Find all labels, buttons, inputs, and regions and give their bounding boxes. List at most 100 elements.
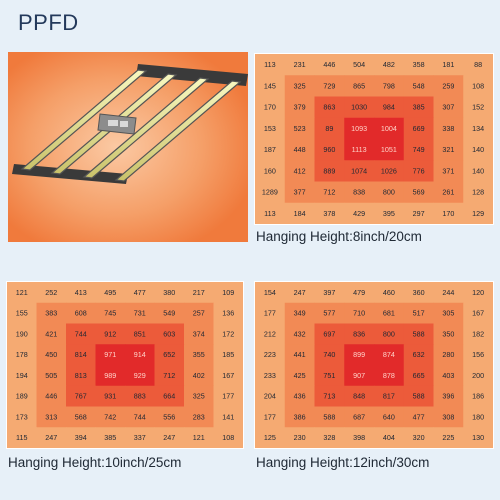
ppfd-value: 889	[323, 166, 335, 175]
ppfd-value: 120	[472, 288, 484, 297]
ppfd-value: 141	[222, 412, 234, 421]
ppfd-cell	[463, 96, 493, 119]
ppfd-cell	[463, 344, 493, 366]
ppfd-cell	[184, 282, 214, 304]
ppfd-value: 1113	[352, 145, 367, 154]
ppfd-value: 549	[163, 309, 175, 318]
ppfd-cell	[463, 75, 493, 97]
ppfd-cell	[344, 406, 375, 428]
ppfd-value: 371	[442, 166, 454, 175]
ppfd-cell	[95, 282, 126, 304]
ppfd-value: 337	[134, 433, 146, 442]
ppfd-cell	[374, 75, 405, 97]
ppfd-value: 181	[442, 60, 454, 69]
ppfd-value: 742	[104, 412, 116, 421]
ppfd-cell	[403, 427, 434, 448]
ppfd-cell	[255, 344, 286, 366]
ppfd-value: 187	[264, 145, 276, 154]
ppfd-value: 385	[413, 103, 425, 112]
ppfd-value: 360	[413, 288, 425, 297]
ppfd-cell	[36, 282, 67, 304]
ppfd-value: 380	[163, 288, 175, 297]
ppfd-cell	[433, 323, 464, 345]
ppfd-cell	[403, 54, 434, 76]
ppfd-value: 477	[134, 288, 146, 297]
ppfd-value: 744	[134, 412, 146, 421]
ppfd-cell	[403, 160, 434, 182]
grid-caption-8inch: Hanging Height:8inch/20cm	[256, 229, 422, 244]
ppfd-value: 556	[163, 412, 175, 421]
ppfd-value: 800	[383, 188, 395, 197]
ppfd-cell	[154, 302, 185, 324]
ppfd-cell	[314, 75, 345, 97]
ppfd-value: 432	[294, 329, 306, 338]
ppfd-value: 177	[264, 412, 276, 421]
ppfd-cell	[403, 406, 434, 428]
ppfd-value: 446	[45, 392, 57, 401]
ppfd-value: 632	[413, 350, 425, 359]
ppfd-cell	[374, 385, 405, 407]
ppfd-cell	[374, 282, 405, 304]
ppfd-value: 1051	[381, 145, 397, 154]
ppfd-value: 665	[413, 371, 425, 380]
ppfd-value: 523	[294, 124, 306, 133]
ppfd-value: 403	[442, 371, 454, 380]
ppfd-value: 713	[323, 392, 335, 401]
ppfd-value: 448	[294, 145, 306, 154]
ppfd-cell	[374, 96, 405, 119]
ppfd-value: 412	[294, 166, 306, 175]
ppfd-cell	[433, 302, 464, 324]
ppfd-cell	[154, 323, 185, 345]
ppfd-cell	[125, 282, 155, 304]
ppfd-value: 441	[294, 350, 306, 359]
ppfd-cell	[403, 365, 434, 387]
ppfd-value: 989	[104, 371, 116, 380]
ppfd-value: 194	[16, 371, 28, 380]
ppfd-cell	[374, 323, 405, 345]
ppfd-cell	[213, 302, 243, 324]
ppfd-value: 184	[294, 209, 306, 218]
ppfd-cell	[344, 365, 375, 387]
ppfd-cell	[255, 117, 286, 140]
ppfd-value: 479	[353, 288, 365, 297]
ppfd-cell	[255, 160, 286, 182]
ppfd-value: 350	[442, 329, 454, 338]
ppfd-cell	[314, 181, 345, 204]
ppfd-cell	[284, 385, 315, 407]
ppfd-cell	[314, 323, 345, 345]
ppfd-value: 244	[442, 288, 454, 297]
ppfd-value: 140	[472, 145, 484, 154]
ppfd-cell	[374, 202, 405, 224]
ppfd-cell	[7, 406, 37, 428]
ppfd-cell	[344, 385, 375, 407]
ppfd-cell	[213, 282, 243, 304]
ppfd-cell	[344, 323, 375, 345]
ppfd-cell	[125, 365, 155, 387]
ppfd-value: 398	[353, 433, 365, 442]
ppfd-value: 731	[134, 309, 146, 318]
ppfd-cell	[66, 302, 96, 324]
ppfd-cell	[314, 160, 345, 182]
ppfd-cell	[433, 54, 464, 76]
ppfd-value: 190	[16, 329, 28, 338]
ppfd-value: 729	[323, 81, 335, 90]
ppfd-cell	[7, 385, 37, 407]
ppfd-value: 230	[294, 433, 306, 442]
ppfd-value: 652	[163, 350, 175, 359]
ppfd-value: 838	[353, 188, 365, 197]
ppfd-cell	[463, 282, 493, 304]
ppfd-cell	[344, 282, 375, 304]
ppfd-value: 588	[413, 329, 425, 338]
ppfd-value: 355	[193, 350, 205, 359]
ppfd-cell	[433, 406, 464, 428]
ppfd-value: 569	[413, 188, 425, 197]
ppfd-value: 349	[294, 309, 306, 318]
ppfd-value: 257	[193, 309, 205, 318]
ppfd-cell	[314, 282, 345, 304]
ppfd-cell	[213, 323, 243, 345]
ppfd-cell	[36, 406, 67, 428]
ppfd-value: 800	[383, 329, 395, 338]
ppfd-cell	[463, 117, 493, 140]
ppfd-cell	[314, 344, 345, 366]
ppfd-cell	[344, 117, 375, 140]
